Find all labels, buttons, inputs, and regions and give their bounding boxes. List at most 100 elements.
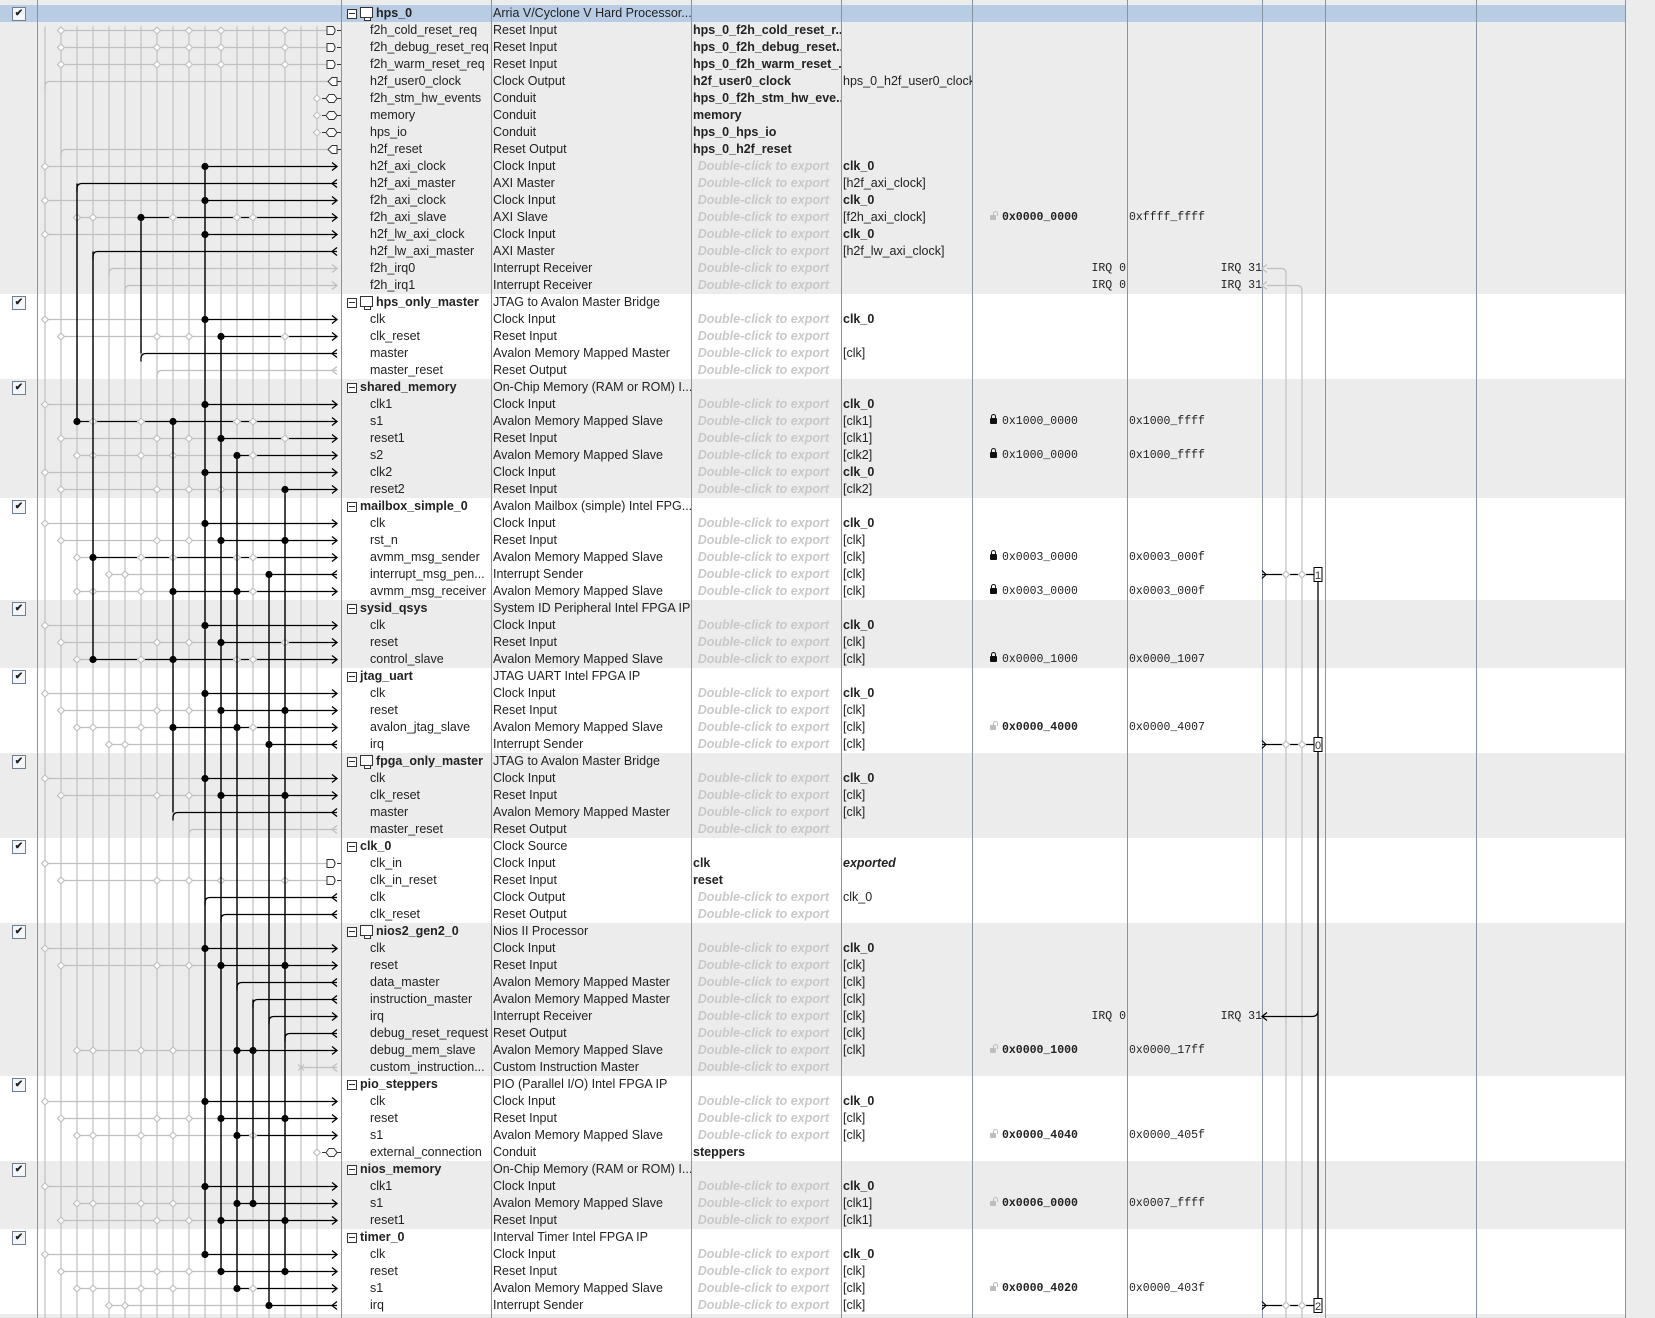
clock-cell[interactable] [841,600,972,617]
connections-cell[interactable] [37,1076,341,1093]
base-cell[interactable] [972,1263,1127,1280]
name-cell[interactable]: master_reset [341,821,491,838]
interface-row[interactable]: clk Clock Input Double-click to export clk_… [0,617,1625,634]
interface-row[interactable]: f2h_debug_reset_req Reset Input hps_0_f2h_… [0,39,1625,56]
collapse-icon[interactable] [347,1232,357,1243]
base-cell[interactable] [972,498,1127,515]
export-cell[interactable] [691,923,841,940]
export-cell[interactable]: Double-click to export [697,482,829,496]
name-cell[interactable]: h2f_lw_axi_master [341,243,491,260]
interface-row[interactable]: reset Reset Input Double-click to export [c… [0,1263,1625,1280]
name-cell[interactable]: mailbox_simple_0 [341,498,491,515]
connections-cell[interactable] [37,430,341,447]
base-cell[interactable] [972,1093,1127,1110]
connections-cell[interactable] [37,515,341,532]
base-cell[interactable] [972,787,1127,804]
export-cell[interactable] [691,294,841,311]
clock-cell[interactable]: [clk] [843,703,866,717]
export-cell[interactable]: Double-click to export [697,227,829,241]
name-cell[interactable]: s1 [341,1127,491,1144]
export-cell[interactable] [691,838,841,855]
irq-cell[interactable] [1262,1229,1325,1246]
name-cell[interactable]: clk [341,770,491,787]
irq-cell[interactable] [1262,702,1325,719]
interface-row[interactable]: master Avalon Memory Mapped Master Double-… [0,345,1625,362]
connections-cell[interactable] [37,566,341,583]
export-cell[interactable]: Double-click to export [697,1179,829,1193]
clock-cell[interactable] [841,906,972,923]
irq-cell[interactable] [1262,1280,1325,1297]
connections-cell[interactable] [37,328,341,345]
collapse-icon[interactable] [347,297,357,308]
clock-cell[interactable]: [clk] [843,788,866,802]
export-cell[interactable]: Double-click to export [697,278,829,292]
irq-cell[interactable] [1262,617,1325,634]
irq-cell[interactable] [1262,56,1325,73]
base-cell[interactable]: IRQ 0 [972,1008,1127,1025]
unlocked-icon[interactable] [990,721,998,730]
lock-icon[interactable] [990,584,997,594]
interface-row[interactable]: reset1 Reset Input Double-click to export [… [0,430,1625,447]
name-cell[interactable]: hps_0 [341,5,491,22]
connections-cell[interactable] [37,1127,341,1144]
interface-row[interactable]: irq Interrupt Receiver Double-click to exp… [0,1008,1625,1025]
use-checkbox[interactable]: ✔ [12,1163,26,1177]
connections-cell[interactable] [37,787,341,804]
interface-row[interactable]: clk Clock Input Double-click to export clk_… [0,1246,1625,1263]
name-cell[interactable]: custom_instruction... [341,1059,491,1076]
component-row[interactable]: ✔ jtag_uart JTAG UART Intel FPGA IP [0,668,1625,685]
name-cell[interactable]: h2f_axi_clock [341,158,491,175]
clock-cell[interactable]: clk_0 [843,1094,875,1108]
interface-row[interactable]: f2h_irq1 Interrupt Receiver Double-click t… [0,277,1625,294]
connections-cell[interactable] [37,770,341,787]
clock-cell[interactable] [841,260,972,277]
name-cell[interactable]: f2h_cold_reset_req [341,22,491,39]
base-cell[interactable] [972,141,1127,158]
interface-row[interactable]: reset Reset Input Double-click to export [c… [0,634,1625,651]
clock-cell[interactable]: [clk] [843,1043,866,1057]
column-divider[interactable] [1625,0,1626,1318]
connections-cell[interactable] [37,753,341,770]
unlocked-icon[interactable] [990,1197,998,1206]
irq-cell[interactable] [1262,923,1325,940]
irq-cell[interactable] [1262,294,1325,311]
name-cell[interactable]: f2h_irq1 [341,277,491,294]
base-cell[interactable] [972,90,1127,107]
connections-cell[interactable] [37,838,341,855]
clock-cell[interactable] [841,294,972,311]
irq-cell[interactable] [1262,940,1325,957]
base-cell[interactable] [972,226,1127,243]
irq-cell[interactable] [1262,821,1325,838]
irq-cell[interactable] [1262,634,1325,651]
interface-row[interactable]: clk Clock Input Double-click to export clk_… [0,940,1625,957]
base-cell[interactable] [972,311,1127,328]
base-cell[interactable] [972,73,1127,90]
export-cell[interactable]: Double-click to export [697,312,829,326]
interface-row[interactable]: memory Conduit memory [0,107,1625,124]
clock-cell[interactable]: [h2f_axi_clock] [843,176,926,190]
interface-row[interactable]: s1 Avalon Memory Mapped Slave Double-click… [0,413,1625,430]
clock-cell[interactable]: clk_0 [843,1247,875,1261]
export-cell[interactable]: Double-click to export [697,1009,829,1023]
export-cell[interactable]: Double-click to export [697,1298,829,1312]
irq-cell[interactable] [1262,651,1325,668]
interface-row[interactable]: f2h_irq0 Interrupt Receiver Double-click t… [0,260,1625,277]
name-cell[interactable]: nios2_gen2_0 [341,923,491,940]
base-cell[interactable] [972,617,1127,634]
clock-cell[interactable]: clk_0 [843,312,875,326]
name-cell[interactable]: external_connection [341,1144,491,1161]
component-row[interactable]: ✔ timer_0 Interval Timer Intel FPGA IP [0,1229,1625,1246]
export-cell[interactable]: Double-click to export [697,992,829,1006]
export-cell[interactable]: Double-click to export [697,652,829,666]
base-cell[interactable]: IRQ 0 [972,260,1127,277]
irq-cell[interactable] [1262,787,1325,804]
irq-cell[interactable] [1262,1127,1325,1144]
name-cell[interactable]: clk [341,889,491,906]
clock-cell[interactable]: clk_0 [843,159,875,173]
irq-cell[interactable] [1262,141,1325,158]
irq-cell[interactable] [1262,1093,1325,1110]
interface-row[interactable]: f2h_stm_hw_events Conduit hps_0_f2h_stm_hw… [0,90,1625,107]
use-checkbox[interactable]: ✔ [12,1078,26,1092]
name-cell[interactable]: clk [341,1246,491,1263]
interface-row[interactable]: avalon_jtag_slave Avalon Memory Mapped Sl… [0,719,1625,736]
